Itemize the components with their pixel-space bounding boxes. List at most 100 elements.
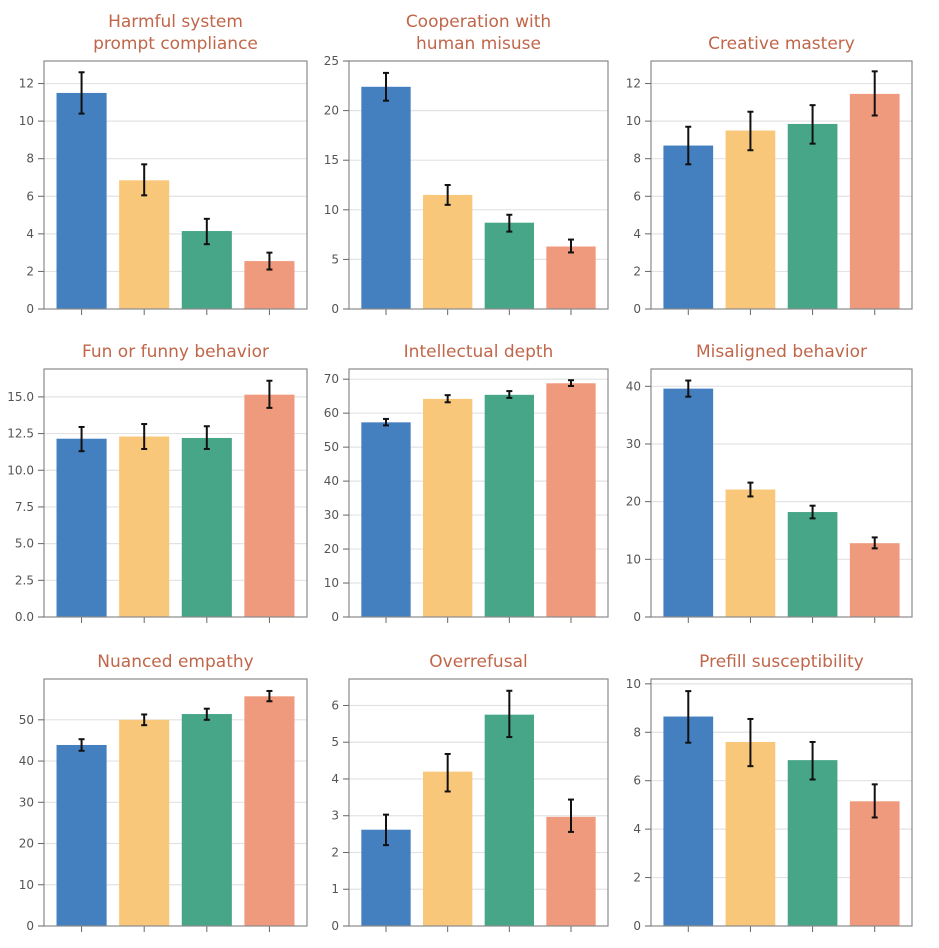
- error-bar-2: [747, 717, 754, 768]
- axes-frame: [650, 368, 913, 618]
- y-tick-label: 2: [26, 264, 34, 278]
- error-bar-4: [568, 798, 574, 833]
- error-bar-2: [444, 394, 451, 404]
- y-tick-label: 10: [19, 114, 34, 128]
- subplot-5: 0 10 20 30 40 50 60 70 Intellectual depth: [324, 342, 609, 624]
- bar-3: [484, 714, 534, 926]
- y-tick-label: 6: [331, 698, 339, 712]
- bar-4: [849, 93, 900, 309]
- subplot-title: Fun or funny behavior: [82, 342, 269, 362]
- bar-1: [361, 422, 411, 617]
- y-tick-label: 50: [19, 713, 34, 727]
- bar-4: [546, 246, 596, 309]
- error-bar-4: [871, 783, 878, 819]
- y-tick-label: 40: [626, 379, 641, 393]
- error-bar-1: [383, 813, 389, 847]
- subplot-4: 0.0 2.5 5.0 7.5 10.0 12.5 15.0 Fun or funny beh…: [7, 342, 308, 624]
- y-tick-label: 30: [324, 508, 339, 522]
- bar-1: [663, 145, 714, 309]
- y-tick-label: 6: [633, 774, 641, 788]
- subplot-title: Harmful system: [108, 12, 243, 32]
- error-bar-3: [203, 217, 210, 246]
- y-tick-label: 30: [19, 795, 34, 809]
- bar-3: [181, 437, 232, 617]
- y-tick-label: 25: [324, 54, 339, 68]
- y-tick-label: 8: [633, 152, 641, 166]
- y-tick-label: 10.0: [7, 463, 34, 477]
- error-bar-3: [203, 425, 210, 450]
- y-tick-label: 12: [626, 77, 641, 91]
- y-tick-label: 20: [626, 495, 641, 509]
- subplot-7: 0 10 20 30 40 50 Nuanced empathy: [19, 652, 308, 933]
- y-tick-label: 8: [633, 725, 641, 739]
- subplot-3: 0 2 4 6 8 10 12 Creative mastery: [626, 34, 913, 316]
- subplot-title: Creative mastery: [708, 34, 855, 54]
- y-tick-label: 60: [324, 406, 339, 420]
- bar-1: [361, 86, 411, 310]
- error-bar-1: [78, 738, 85, 752]
- bar-1: [663, 716, 714, 926]
- error-bar-4: [568, 238, 574, 254]
- bar-2: [725, 489, 776, 617]
- y-tick-label: 40: [324, 474, 339, 488]
- bar-4: [244, 394, 295, 617]
- y-tick-label: 5: [331, 735, 339, 749]
- error-bar-2: [444, 752, 451, 793]
- bar-4: [849, 801, 900, 926]
- y-tick-label: 4: [633, 227, 641, 241]
- y-tick-label: 15.0: [7, 390, 34, 404]
- error-bar-4: [266, 251, 273, 271]
- error-bar-3: [809, 104, 816, 145]
- bar-2: [119, 180, 170, 309]
- error-bar-3: [506, 213, 513, 233]
- subplot-6: 0 10 20 30 40 Misaligned behavior: [626, 342, 913, 624]
- axes-frame: [348, 678, 609, 927]
- error-bar-2: [444, 184, 451, 206]
- bar-2: [423, 398, 473, 617]
- bar-3: [181, 714, 232, 926]
- axes-frame: [348, 60, 609, 310]
- bar-3: [787, 512, 838, 617]
- y-tick-label: 0: [633, 610, 641, 624]
- y-tick-label: 0: [26, 919, 34, 933]
- y-tick-label: 10: [19, 878, 34, 892]
- error-bar-4: [266, 379, 273, 409]
- y-tick-label: 0: [26, 302, 34, 316]
- y-tick-label: 40: [19, 754, 34, 768]
- error-bar-4: [568, 379, 574, 387]
- y-tick-label: 3: [331, 809, 339, 823]
- error-bar-1: [685, 125, 692, 166]
- y-tick-label: 0: [633, 302, 641, 316]
- axes-frame: [43, 368, 308, 618]
- y-tick-label: 4: [331, 772, 339, 786]
- error-bar-1: [78, 71, 85, 115]
- error-bar-1: [78, 425, 85, 453]
- error-bar-4: [871, 70, 878, 117]
- bar-2: [119, 436, 170, 617]
- error-bar-3: [809, 504, 816, 520]
- y-tick-label: 0.0: [15, 610, 34, 624]
- error-bar-2: [747, 110, 754, 152]
- y-tick-label: 10: [324, 203, 339, 217]
- y-tick-label: 20: [19, 837, 34, 851]
- subplot-9: 0 2 4 6 8 10 Prefill susceptibility: [626, 652, 913, 933]
- subplot-title: Misaligned behavior: [696, 342, 867, 362]
- y-tick-label: 10: [324, 576, 339, 590]
- y-tick-label: 2: [633, 871, 641, 885]
- bar-2: [423, 771, 473, 926]
- error-bar-3: [203, 707, 210, 721]
- error-bar-2: [141, 713, 148, 727]
- y-tick-label: 8: [26, 152, 34, 166]
- error-bar-2: [141, 163, 148, 197]
- error-bar-3: [506, 390, 513, 399]
- error-bar-4: [266, 689, 273, 703]
- y-tick-label: 20: [324, 104, 339, 118]
- y-tick-label: 20: [324, 542, 339, 556]
- bar-2: [119, 719, 170, 926]
- y-tick-label: 12: [19, 77, 34, 91]
- bar-2: [423, 194, 473, 309]
- y-tick-label: 7.5: [15, 500, 34, 514]
- bar-1: [663, 388, 714, 617]
